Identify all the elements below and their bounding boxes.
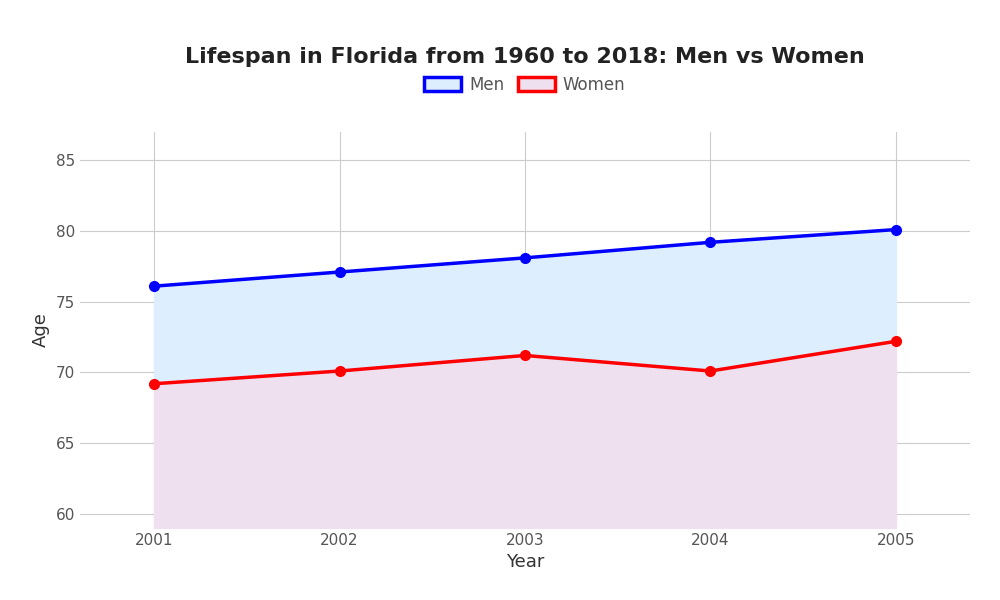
Legend: Men, Women: Men, Women — [418, 69, 632, 100]
X-axis label: Year: Year — [506, 553, 544, 571]
Title: Lifespan in Florida from 1960 to 2018: Men vs Women: Lifespan in Florida from 1960 to 2018: M… — [185, 47, 865, 67]
Y-axis label: Age: Age — [32, 313, 50, 347]
